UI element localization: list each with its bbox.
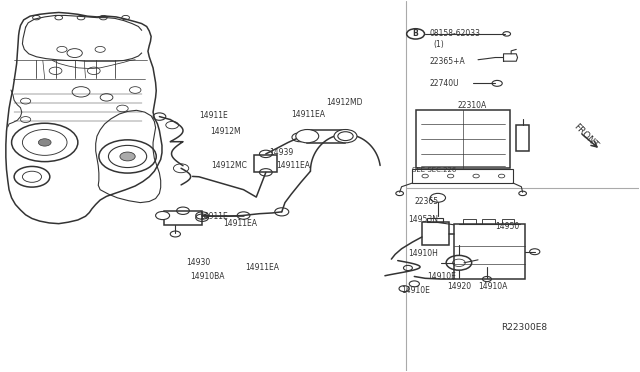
Bar: [164, 211, 202, 225]
Text: B: B: [413, 29, 419, 38]
Bar: [415, 110, 510, 168]
Text: 22740U: 22740U: [429, 79, 460, 88]
Bar: [427, 218, 443, 222]
Text: 14911EA: 14911EA: [291, 109, 325, 119]
Circle shape: [38, 139, 51, 146]
Bar: [412, 169, 513, 183]
Bar: [463, 219, 476, 224]
Circle shape: [406, 29, 424, 39]
Text: 14910BA: 14910BA: [190, 272, 225, 281]
Bar: [307, 129, 346, 143]
Text: FRONT: FRONT: [572, 122, 600, 150]
Circle shape: [156, 211, 170, 219]
Text: R22300E8: R22300E8: [502, 323, 548, 331]
Bar: [483, 219, 495, 224]
Bar: [422, 222, 449, 245]
Circle shape: [296, 129, 319, 143]
Text: 14912MD: 14912MD: [326, 99, 363, 108]
Text: 14911E: 14911E: [199, 212, 228, 221]
Text: 14911EA: 14911EA: [223, 219, 257, 228]
Text: 14939: 14939: [269, 148, 293, 157]
Text: 14911EA: 14911EA: [276, 161, 310, 170]
Text: 14912M: 14912M: [211, 127, 241, 136]
Text: 14910A: 14910A: [478, 282, 508, 291]
Bar: [516, 125, 529, 151]
Text: 14950: 14950: [495, 222, 520, 231]
Text: 14910H: 14910H: [408, 249, 438, 258]
Circle shape: [334, 129, 357, 143]
Text: 14910E: 14910E: [401, 286, 431, 295]
Text: 14953N: 14953N: [408, 215, 438, 224]
Text: 14930: 14930: [186, 258, 211, 267]
Text: 08158-62033: 08158-62033: [429, 29, 481, 38]
Bar: [254, 155, 277, 172]
Text: 14910E: 14910E: [427, 272, 456, 281]
Text: 22310A: 22310A: [457, 101, 486, 110]
Text: 14920: 14920: [447, 282, 472, 291]
Bar: [502, 219, 515, 224]
Text: 22365+A: 22365+A: [429, 57, 465, 66]
Text: 14911EA: 14911EA: [245, 263, 279, 272]
Text: 14912MC: 14912MC: [212, 161, 248, 170]
Bar: [454, 224, 525, 279]
Circle shape: [120, 152, 135, 161]
Text: SEE SEC.226: SEE SEC.226: [412, 167, 457, 173]
Text: 14911E: 14911E: [199, 111, 228, 121]
Text: (1): (1): [433, 41, 444, 49]
Text: 22365: 22365: [414, 197, 438, 206]
